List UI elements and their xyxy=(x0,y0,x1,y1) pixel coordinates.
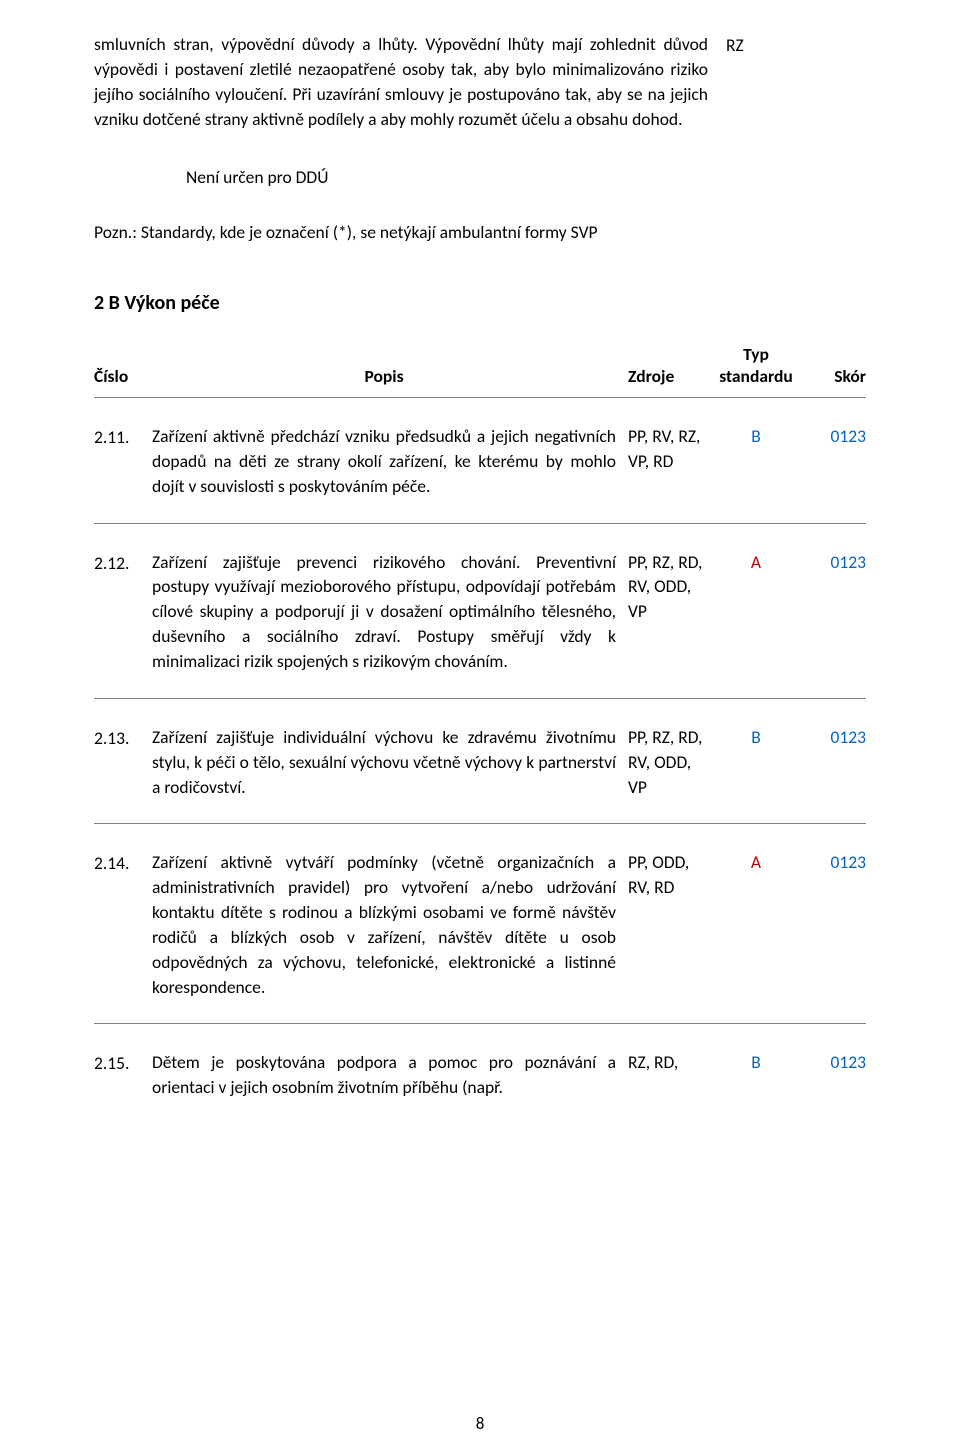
table-row: 2.15.Dětem je poskytována podpora a pomo… xyxy=(94,1050,866,1100)
header-src: Zdroje xyxy=(624,365,706,387)
row-src: PP, RZ, RD, RV, ODD, VP xyxy=(624,550,706,625)
row-typ: A xyxy=(706,550,806,575)
header-skor: Skór xyxy=(806,365,866,387)
header-typ: Typ standardu xyxy=(706,343,806,387)
row-src: PP, ODD, RV, RD xyxy=(624,850,706,900)
row-desc: Zařízení aktivně vytváří podmínky (včetn… xyxy=(152,850,624,999)
table-row: 2.14.Zařízení aktivně vytváří podmínky (… xyxy=(94,850,866,1024)
row-num: 2.14. xyxy=(94,850,152,876)
row-skor: 0123 xyxy=(806,424,866,449)
row-num: 2.12. xyxy=(94,550,152,576)
header-desc: Popis xyxy=(152,365,624,387)
row-src: PP, RV, RZ, VP, RD xyxy=(624,424,706,474)
header-num: Číslo xyxy=(94,365,152,387)
header-typ-line2: standardu xyxy=(719,365,793,387)
row-typ: A xyxy=(706,850,806,875)
section-title: 2 B Výkon péče xyxy=(94,291,866,315)
row-skor: 0123 xyxy=(806,1050,866,1075)
top-source: RZ xyxy=(726,32,866,58)
row-desc: Zařízení aktivně předchází vzniku předsu… xyxy=(152,424,624,499)
table-row-inner: 2.11.Zařízení aktivně předchází vzniku p… xyxy=(94,424,866,499)
items-container: 2.11.Zařízení aktivně předchází vzniku p… xyxy=(94,424,866,1100)
top-description: smluvních stran, výpovědní důvody a lhůt… xyxy=(94,32,708,131)
row-src: RZ, RD, xyxy=(624,1050,706,1075)
top-row: smluvních stran, výpovědní důvody a lhůt… xyxy=(94,32,866,131)
intermed-note: Není určen pro DDÚ xyxy=(186,165,866,190)
table-row: 2.13.Zařízení zajišťuje individuální výc… xyxy=(94,725,866,825)
table-row: 2.11.Zařízení aktivně předchází vzniku p… xyxy=(94,424,866,524)
row-skor: 0123 xyxy=(806,725,866,750)
row-typ: B xyxy=(706,725,806,750)
row-num: 2.15. xyxy=(94,1050,152,1076)
row-desc: Zařízení zajišťuje prevenci rizikového c… xyxy=(152,550,624,674)
page-number: 8 xyxy=(0,1413,960,1434)
row-typ: B xyxy=(706,424,806,449)
footnote: Pozn.: Standardy, kde je označení (*), s… xyxy=(94,220,866,245)
table-row-inner: 2.13.Zařízení zajišťuje individuální výc… xyxy=(94,725,866,800)
row-desc: Zařízení zajišťuje individuální výchovu … xyxy=(152,725,624,800)
row-num: 2.11. xyxy=(94,424,152,450)
table-row-inner: 2.12.Zařízení zajišťuje prevenci rizikov… xyxy=(94,550,866,674)
row-skor: 0123 xyxy=(806,850,866,875)
table-row-inner: 2.15.Dětem je poskytována podpora a pomo… xyxy=(94,1050,866,1100)
row-desc: Dětem je poskytována podpora a pomoc pro… xyxy=(152,1050,624,1100)
table-row-inner: 2.14.Zařízení aktivně vytváří podmínky (… xyxy=(94,850,866,999)
table-row: 2.12.Zařízení zajišťuje prevenci rizikov… xyxy=(94,550,866,699)
row-num: 2.13. xyxy=(94,725,152,751)
header-typ-line1: Typ xyxy=(743,343,769,365)
table-header: Číslo Popis Zdroje Typ standardu Skór xyxy=(94,343,866,398)
row-typ: B xyxy=(706,1050,806,1075)
row-skor: 0123 xyxy=(806,550,866,575)
row-src: PP, RZ, RD, RV, ODD, VP xyxy=(624,725,706,800)
